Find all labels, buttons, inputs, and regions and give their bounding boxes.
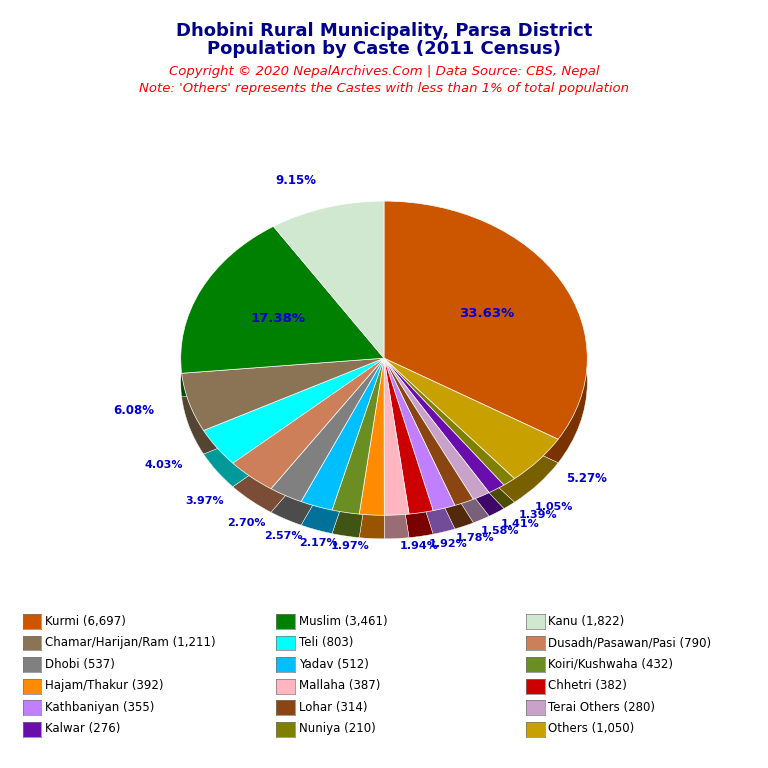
Text: Yadav (512): Yadav (512) <box>299 658 369 670</box>
Text: Chamar/Harijan/Ram (1,211): Chamar/Harijan/Ram (1,211) <box>45 637 216 649</box>
Text: Kurmi (6,697): Kurmi (6,697) <box>45 615 126 627</box>
Wedge shape <box>332 358 384 514</box>
Text: 4.03%: 4.03% <box>145 460 184 471</box>
Wedge shape <box>384 382 515 508</box>
Text: Kanu (1,822): Kanu (1,822) <box>548 615 624 627</box>
Wedge shape <box>204 382 384 487</box>
Wedge shape <box>384 382 409 539</box>
Text: Mallaha (387): Mallaha (387) <box>299 680 380 692</box>
Text: 1.39%: 1.39% <box>519 510 558 520</box>
Text: 1.58%: 1.58% <box>480 526 518 536</box>
Text: Lohar (314): Lohar (314) <box>299 701 367 713</box>
Wedge shape <box>180 227 384 373</box>
Text: 1.94%: 1.94% <box>399 541 438 551</box>
Wedge shape <box>233 382 384 512</box>
Wedge shape <box>359 382 384 539</box>
Text: 17.38%: 17.38% <box>250 312 306 325</box>
Text: Dhobi (537): Dhobi (537) <box>45 658 115 670</box>
Text: 5.27%: 5.27% <box>566 472 607 485</box>
Text: 33.63%: 33.63% <box>459 307 515 319</box>
Text: Others (1,050): Others (1,050) <box>548 723 634 735</box>
Wedge shape <box>384 358 489 499</box>
Wedge shape <box>384 382 455 535</box>
Wedge shape <box>384 358 433 514</box>
Wedge shape <box>384 358 409 515</box>
Text: Dusadh/Pasawan/Pasi (790): Dusadh/Pasawan/Pasi (790) <box>548 637 711 649</box>
Text: Note: 'Others' represents the Castes with less than 1% of total population: Note: 'Others' represents the Castes wit… <box>139 82 629 95</box>
Wedge shape <box>180 250 384 397</box>
Text: Kathbaniyan (355): Kathbaniyan (355) <box>45 701 154 713</box>
Wedge shape <box>271 382 384 525</box>
Text: 3.97%: 3.97% <box>186 495 224 505</box>
Text: Hajam/Thakur (392): Hajam/Thakur (392) <box>45 680 164 692</box>
Wedge shape <box>273 225 384 382</box>
Text: 1.05%: 1.05% <box>535 502 573 511</box>
Wedge shape <box>384 358 473 505</box>
Wedge shape <box>301 358 384 510</box>
Wedge shape <box>273 201 384 358</box>
Text: Dhobini Rural Municipality, Parsa District: Dhobini Rural Municipality, Parsa Distri… <box>176 22 592 39</box>
Wedge shape <box>384 358 515 485</box>
Wedge shape <box>384 358 504 492</box>
Text: 1.92%: 1.92% <box>429 538 468 548</box>
Wedge shape <box>384 382 558 502</box>
Wedge shape <box>301 382 384 534</box>
Wedge shape <box>384 358 455 511</box>
Text: 1.78%: 1.78% <box>456 533 495 543</box>
Text: 6.08%: 6.08% <box>113 404 154 417</box>
Text: 2.57%: 2.57% <box>264 531 303 541</box>
Text: Muslim (3,461): Muslim (3,461) <box>299 615 387 627</box>
Wedge shape <box>384 201 588 439</box>
Wedge shape <box>204 358 384 463</box>
Wedge shape <box>359 358 384 515</box>
Wedge shape <box>384 382 504 516</box>
Wedge shape <box>384 382 433 538</box>
Text: Nuniya (210): Nuniya (210) <box>299 723 376 735</box>
Text: 2.17%: 2.17% <box>300 538 338 548</box>
Text: 1.97%: 1.97% <box>330 541 369 551</box>
Text: Teli (803): Teli (803) <box>299 637 353 649</box>
Text: 2.70%: 2.70% <box>227 518 266 528</box>
Wedge shape <box>384 382 489 523</box>
Wedge shape <box>384 382 473 529</box>
Wedge shape <box>271 358 384 502</box>
Wedge shape <box>384 358 558 478</box>
Text: 1.41%: 1.41% <box>501 518 540 528</box>
Wedge shape <box>182 358 384 431</box>
Text: Koiri/Kushwaha (432): Koiri/Kushwaha (432) <box>548 658 674 670</box>
Text: Population by Caste (2011 Census): Population by Caste (2011 Census) <box>207 40 561 58</box>
Wedge shape <box>182 382 384 454</box>
Wedge shape <box>332 382 384 538</box>
Text: Chhetri (382): Chhetri (382) <box>548 680 627 692</box>
Text: 9.15%: 9.15% <box>275 174 316 187</box>
Text: Terai Others (280): Terai Others (280) <box>548 701 655 713</box>
Text: Copyright © 2020 NepalArchives.Com | Data Source: CBS, Nepal: Copyright © 2020 NepalArchives.Com | Dat… <box>169 65 599 78</box>
Text: Kalwar (276): Kalwar (276) <box>45 723 121 735</box>
Wedge shape <box>233 358 384 488</box>
Wedge shape <box>384 225 588 463</box>
